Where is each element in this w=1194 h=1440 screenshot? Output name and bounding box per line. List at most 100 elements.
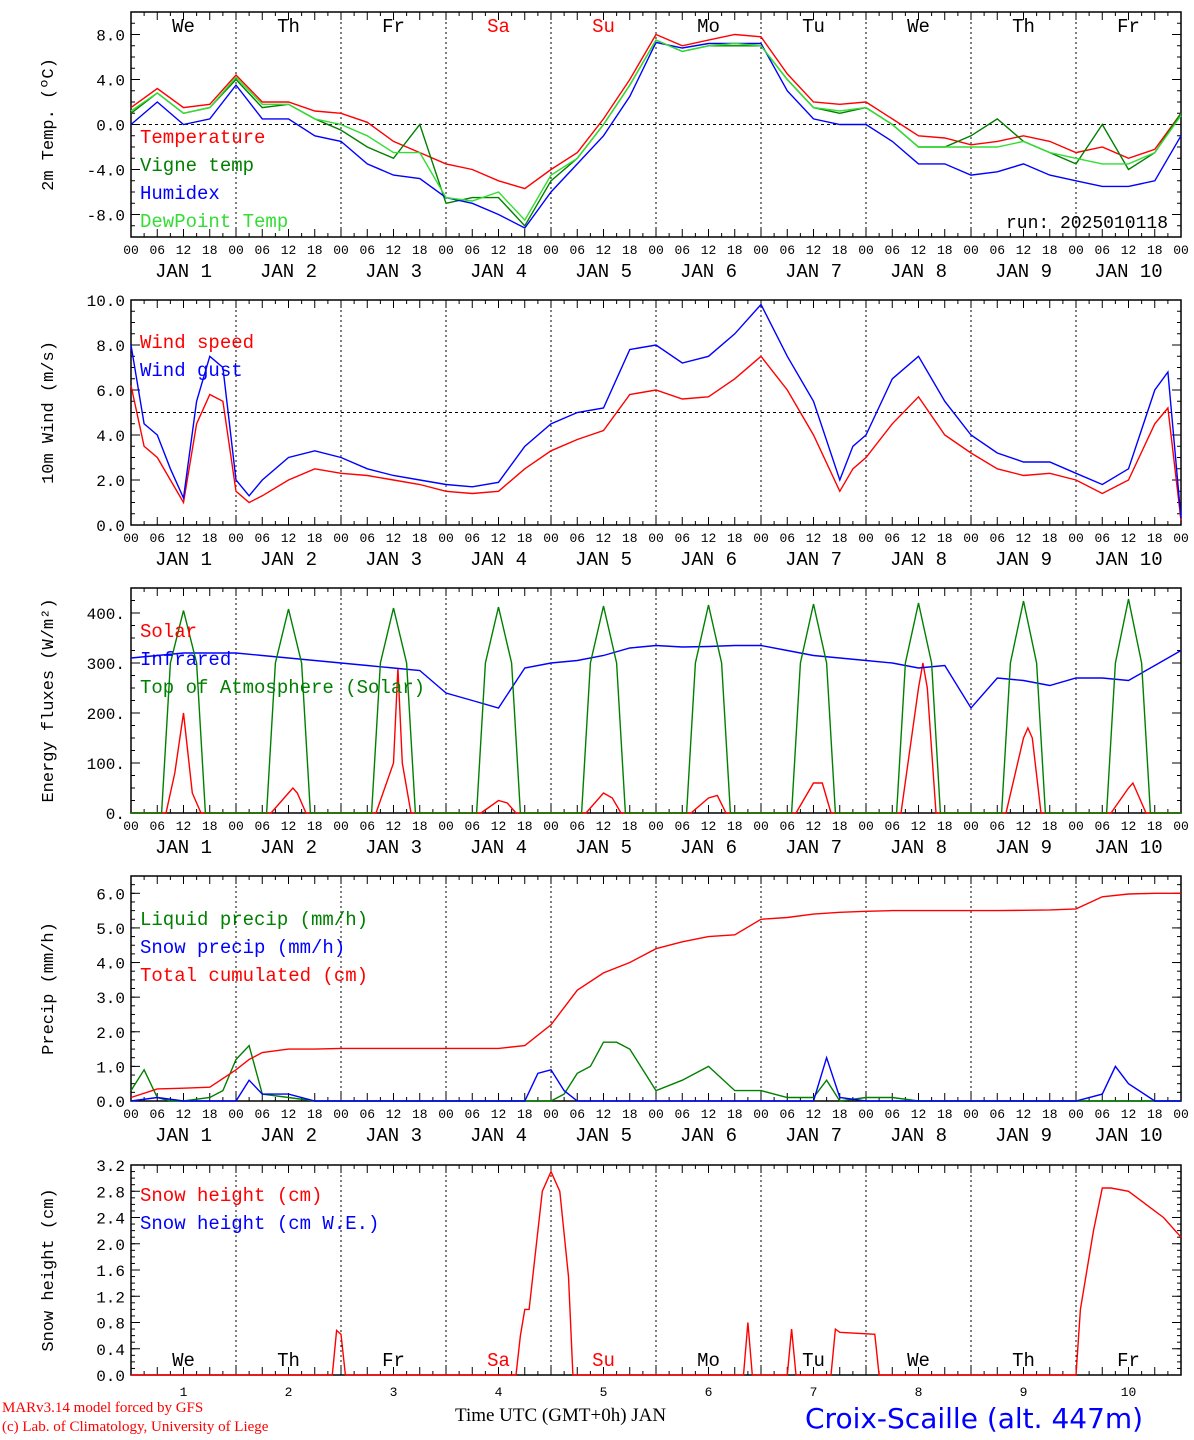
weekday-label: Sa bbox=[487, 16, 510, 38]
hour-tick-label: 18 bbox=[202, 531, 218, 546]
hour-tick-label: 00 bbox=[543, 243, 559, 258]
day-label: JAN 9 bbox=[995, 837, 1052, 859]
hour-tick-label: 00 bbox=[858, 819, 874, 834]
hour-tick-label: 00 bbox=[858, 531, 874, 546]
hour-tick-label: 18 bbox=[412, 1107, 428, 1122]
y-tick-label: 0.0 bbox=[96, 518, 125, 536]
hour-tick-label: 00 bbox=[1068, 819, 1084, 834]
weekday-label: We bbox=[907, 16, 930, 38]
hour-tick-label: 18 bbox=[412, 819, 428, 834]
hour-tick-label: 18 bbox=[1042, 243, 1058, 258]
hour-tick-label: 00 bbox=[123, 531, 139, 546]
y-tick-label: 200. bbox=[87, 706, 125, 724]
hour-tick-label: 06 bbox=[1094, 531, 1110, 546]
hour-tick-label: 12 bbox=[491, 531, 507, 546]
hour-tick-label: 18 bbox=[307, 531, 323, 546]
hour-tick-label: 12 bbox=[1121, 1107, 1137, 1122]
day-label: JAN 3 bbox=[365, 1125, 422, 1147]
series-line bbox=[130, 1041, 1181, 1102]
day-label: JAN 6 bbox=[680, 549, 737, 571]
hour-tick-label: 00 bbox=[1173, 819, 1189, 834]
hour-tick-label: 06 bbox=[1094, 1107, 1110, 1122]
y-tick-label: 1.6 bbox=[96, 1263, 125, 1281]
day-label: JAN 4 bbox=[470, 837, 527, 859]
hour-tick-label: 18 bbox=[202, 243, 218, 258]
day-label: JAN 6 bbox=[680, 1125, 737, 1147]
weekday-label: Fr bbox=[382, 16, 405, 38]
hour-tick-label: 00 bbox=[228, 243, 244, 258]
hour-tick-label: 12 bbox=[176, 531, 192, 546]
weekday-label: We bbox=[907, 1350, 930, 1372]
hour-tick-label: 06 bbox=[989, 531, 1005, 546]
hour-tick-label: 00 bbox=[1173, 243, 1189, 258]
station-title: Croix-Scaille (alt. 447m) bbox=[805, 1402, 1144, 1435]
hour-tick-label: 12 bbox=[281, 531, 297, 546]
y-tick-label: 4.0 bbox=[96, 73, 125, 91]
hour-tick-label: 12 bbox=[806, 819, 822, 834]
day-label: JAN 8 bbox=[890, 837, 947, 859]
hour-tick-label: 12 bbox=[491, 1107, 507, 1122]
day-label: JAN 1 bbox=[155, 1125, 212, 1147]
hour-tick-label: 06 bbox=[254, 819, 270, 834]
hour-tick-label: 18 bbox=[727, 819, 743, 834]
weekday-label: Th bbox=[277, 16, 300, 38]
hour-tick-label: 00 bbox=[753, 243, 769, 258]
y-axis-label: Energy fluxes (W/m²) bbox=[40, 598, 59, 802]
legend-entry: Wind gust bbox=[140, 360, 243, 382]
y-tick-label: -4.0 bbox=[87, 163, 125, 181]
hour-tick-label: 06 bbox=[359, 531, 375, 546]
hour-tick-label: 18 bbox=[727, 1107, 743, 1122]
hour-tick-label: 06 bbox=[149, 243, 165, 258]
hour-tick-label: 06 bbox=[569, 819, 585, 834]
y-axis-label: Snow height (cm) bbox=[40, 1188, 59, 1351]
y-tick-label: 300. bbox=[87, 656, 125, 674]
hour-tick-label: 06 bbox=[884, 531, 900, 546]
day-label: JAN 5 bbox=[575, 549, 632, 571]
hour-tick-label: 06 bbox=[989, 243, 1005, 258]
hour-tick-label: 18 bbox=[517, 531, 533, 546]
hour-tick-label: 12 bbox=[596, 1107, 612, 1122]
hour-tick-label: 00 bbox=[963, 243, 979, 258]
y-tick-label: 5.0 bbox=[96, 921, 125, 939]
y-tick-label: 2.0 bbox=[96, 473, 125, 491]
hour-tick-label: 18 bbox=[832, 243, 848, 258]
day-label: JAN 8 bbox=[890, 549, 947, 571]
hour-tick-label: 12 bbox=[806, 531, 822, 546]
hour-tick-label: 18 bbox=[1042, 819, 1058, 834]
weekday-label: Tu bbox=[802, 16, 825, 38]
hour-tick-label: 18 bbox=[1147, 819, 1163, 834]
hour-tick-label: 12 bbox=[491, 243, 507, 258]
hour-tick-label: 00 bbox=[228, 819, 244, 834]
hour-tick-label: 00 bbox=[333, 1107, 349, 1122]
hour-tick-label: 00 bbox=[963, 819, 979, 834]
legend-entry: Wind speed bbox=[140, 332, 254, 354]
hour-tick-label: 06 bbox=[359, 819, 375, 834]
day-number: 6 bbox=[705, 1385, 713, 1400]
hour-tick-label: 00 bbox=[228, 531, 244, 546]
day-label: JAN 5 bbox=[575, 1125, 632, 1147]
series-line bbox=[130, 41, 1182, 229]
y-tick-label: 0. bbox=[106, 806, 125, 824]
hour-tick-label: 12 bbox=[281, 1107, 297, 1122]
legend-entry: Infrared bbox=[140, 649, 231, 671]
hour-tick-label: 18 bbox=[412, 531, 428, 546]
hour-tick-label: 06 bbox=[464, 531, 480, 546]
y-tick-label: 6.0 bbox=[96, 886, 125, 904]
hour-tick-label: 18 bbox=[517, 819, 533, 834]
hour-tick-label: 18 bbox=[622, 243, 638, 258]
hour-tick-label: 00 bbox=[648, 819, 664, 834]
hour-tick-label: 06 bbox=[569, 243, 585, 258]
hour-tick-label: 18 bbox=[517, 1107, 533, 1122]
day-number: 10 bbox=[1121, 1385, 1137, 1400]
day-label: JAN 9 bbox=[995, 261, 1052, 283]
hour-tick-label: 12 bbox=[806, 243, 822, 258]
hour-tick-label: 00 bbox=[333, 819, 349, 834]
day-number: 1 bbox=[180, 1385, 188, 1400]
hour-tick-label: 12 bbox=[386, 243, 402, 258]
hour-tick-label: 00 bbox=[1173, 531, 1189, 546]
hour-tick-label: 12 bbox=[1016, 819, 1032, 834]
hour-tick-label: 18 bbox=[727, 531, 743, 546]
hour-tick-label: 18 bbox=[622, 1107, 638, 1122]
day-number: 3 bbox=[390, 1385, 398, 1400]
day-label: JAN 4 bbox=[470, 261, 527, 283]
